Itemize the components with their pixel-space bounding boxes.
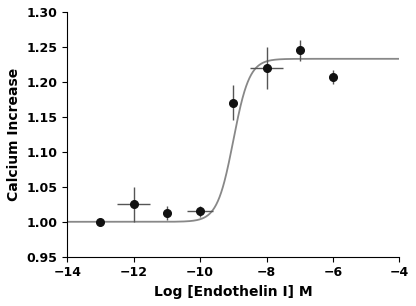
X-axis label: Log [Endothelin I] M: Log [Endothelin I] M [154, 285, 313, 299]
Y-axis label: Calcium Increase: Calcium Increase [7, 68, 21, 201]
